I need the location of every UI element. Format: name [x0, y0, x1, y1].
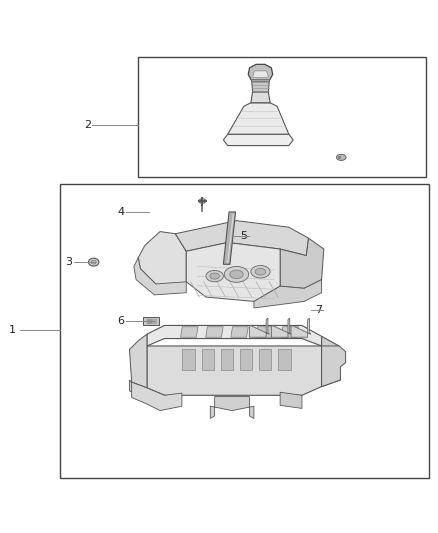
Ellipse shape — [206, 270, 223, 282]
Text: 1: 1 — [9, 325, 16, 335]
Polygon shape — [321, 336, 340, 386]
Polygon shape — [280, 238, 324, 288]
Polygon shape — [240, 350, 252, 370]
Polygon shape — [231, 327, 248, 337]
Ellipse shape — [251, 265, 270, 278]
Polygon shape — [138, 231, 186, 290]
Polygon shape — [251, 79, 270, 82]
Text: 3: 3 — [65, 257, 72, 267]
Ellipse shape — [88, 258, 99, 266]
Ellipse shape — [230, 270, 243, 279]
Polygon shape — [253, 71, 268, 77]
Polygon shape — [182, 350, 194, 370]
Polygon shape — [254, 280, 321, 308]
Ellipse shape — [91, 260, 96, 264]
Polygon shape — [291, 318, 311, 337]
Ellipse shape — [336, 154, 346, 160]
Polygon shape — [248, 64, 273, 81]
Polygon shape — [201, 350, 214, 370]
Polygon shape — [206, 327, 223, 337]
Polygon shape — [147, 346, 321, 395]
Ellipse shape — [224, 266, 249, 282]
Bar — [60, 183, 428, 478]
Text: 2: 2 — [84, 119, 91, 130]
Polygon shape — [256, 327, 273, 337]
Polygon shape — [280, 392, 302, 408]
Polygon shape — [180, 327, 198, 337]
Polygon shape — [130, 334, 147, 388]
Bar — [138, 57, 426, 177]
Text: 7: 7 — [315, 305, 322, 315]
Polygon shape — [228, 103, 289, 134]
Text: 5: 5 — [240, 231, 247, 241]
Ellipse shape — [210, 273, 219, 279]
Polygon shape — [221, 350, 233, 370]
Polygon shape — [259, 350, 272, 370]
Text: 6: 6 — [118, 316, 125, 326]
Text: 4: 4 — [118, 207, 125, 217]
Polygon shape — [175, 221, 308, 256]
Polygon shape — [321, 346, 346, 386]
Polygon shape — [210, 397, 254, 418]
Polygon shape — [223, 134, 293, 146]
Polygon shape — [279, 350, 290, 370]
Polygon shape — [147, 326, 321, 346]
Polygon shape — [272, 318, 291, 337]
Polygon shape — [250, 318, 269, 337]
Polygon shape — [252, 81, 269, 92]
Polygon shape — [281, 327, 298, 337]
Polygon shape — [144, 317, 159, 326]
Ellipse shape — [255, 269, 266, 275]
Polygon shape — [130, 380, 164, 406]
Polygon shape — [223, 212, 236, 264]
Polygon shape — [251, 92, 270, 103]
Polygon shape — [134, 258, 186, 295]
Polygon shape — [132, 382, 182, 410]
Polygon shape — [186, 243, 280, 302]
